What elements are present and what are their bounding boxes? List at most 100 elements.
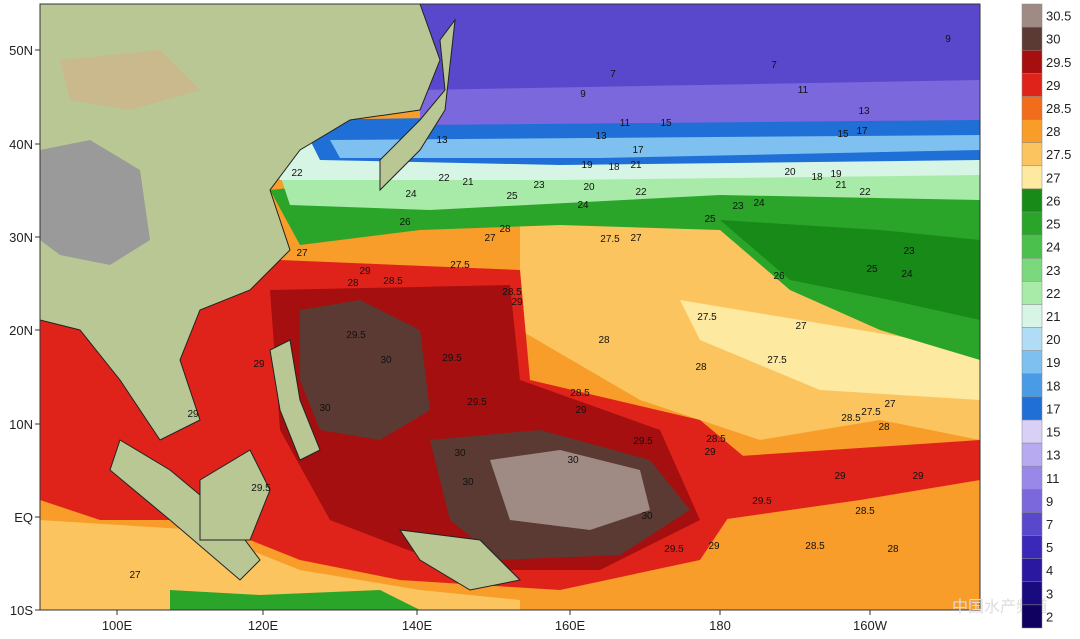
colorbar-label: 27.5	[1046, 147, 1071, 162]
colorbar-box	[1021, 211, 1043, 236]
contour-label: 28.5	[706, 434, 726, 445]
contour-label: 30	[454, 448, 466, 459]
colorbar-label: 2	[1046, 609, 1053, 624]
contour-label: 29.5	[633, 436, 653, 447]
contour-label: 27.5	[767, 355, 787, 366]
contour-label: 13	[436, 135, 448, 146]
colorbar-label: 19	[1046, 355, 1060, 370]
colorbar-label: 21	[1046, 309, 1060, 324]
contour-label: 28	[887, 544, 899, 555]
colorbar-box	[1021, 119, 1043, 143]
colorbar-label: 30.5	[1046, 9, 1071, 24]
colorbar-label: 28	[1046, 124, 1060, 139]
contour-label: 23	[732, 201, 744, 212]
contour-label: 13	[858, 106, 870, 117]
lat-label: 10N	[9, 417, 33, 432]
contour-label: 29	[359, 266, 371, 277]
lat-label: EQ	[14, 510, 33, 525]
contour-label: 21	[835, 180, 847, 191]
contour-label: 17	[632, 145, 644, 156]
contour-label: 22	[438, 173, 450, 184]
colorbar-label: 3	[1046, 586, 1053, 601]
contour-label: 29.5	[251, 483, 271, 494]
colorbar-box	[1021, 350, 1043, 375]
contour-label: 27	[296, 248, 308, 259]
contour-label: 28.5	[383, 276, 403, 287]
colorbar-box	[1021, 257, 1043, 282]
colorbar-label: 4	[1046, 563, 1053, 578]
contour-label: 29	[912, 471, 924, 482]
contour-label: 28	[347, 278, 359, 289]
contour-label: 25	[866, 264, 878, 275]
contour-label: 27.5	[861, 407, 881, 418]
contour-label: 24	[753, 198, 765, 209]
japan	[379, 18, 456, 192]
contour-label: 27	[484, 233, 496, 244]
colorbar-label: 29.5	[1046, 55, 1071, 70]
sumatra	[109, 439, 261, 581]
contour-label: 26	[399, 217, 411, 228]
colorbar-label: 7	[1046, 517, 1053, 532]
contour-label: 29	[834, 471, 846, 482]
new-guinea	[398, 529, 522, 591]
lat-label: 30N	[9, 230, 33, 245]
contour-label: 30	[462, 477, 474, 488]
contour-label: 25	[506, 191, 518, 202]
contour-label: 28	[878, 422, 890, 433]
colorbar-box	[1021, 396, 1043, 421]
contour-label: 20	[784, 167, 796, 178]
contour-label: 17	[856, 126, 868, 137]
contour-label: 11	[620, 118, 631, 129]
contour-label: 27	[795, 321, 807, 332]
colorbar-box	[1021, 304, 1043, 328]
colorbar-box	[1021, 442, 1043, 467]
contour-label: 27	[884, 399, 896, 410]
lon-label: 120E	[248, 618, 279, 633]
contour-label: 29	[708, 541, 720, 552]
contour-label: 29	[187, 409, 199, 420]
colorbar-label: 23	[1046, 263, 1060, 278]
colorbar-box	[1021, 581, 1043, 606]
lon-label: 180	[709, 618, 731, 633]
contour-label: 27.5	[600, 234, 620, 245]
contour-label: 29	[575, 405, 587, 416]
colorbar-label: 29	[1046, 78, 1060, 93]
contour-label: 26	[773, 271, 785, 282]
australia-coast	[170, 590, 420, 610]
contour-label: 19	[581, 160, 593, 171]
colorbar-box	[1021, 327, 1043, 351]
green-band	[270, 175, 980, 360]
contour-label: 9	[945, 34, 951, 45]
contour-label: 29	[511, 297, 523, 308]
plot-frame	[39, 3, 981, 611]
colorbar-label: 11	[1046, 471, 1060, 486]
lat-label: 40N	[9, 137, 33, 152]
contour-label: 28.5	[841, 413, 861, 424]
colorbar-label: 5	[1046, 540, 1053, 555]
pale-yellow	[680, 300, 980, 400]
colorbar-label: 13	[1046, 448, 1060, 463]
borneo	[199, 449, 271, 541]
contour-label: 23	[533, 180, 545, 191]
lat-label: 20N	[9, 323, 33, 338]
contour-label: 24	[901, 269, 913, 280]
contour-label: 28.5	[805, 541, 825, 552]
red-29-east	[680, 440, 980, 520]
asia-land	[40, 4, 441, 441]
colorbar-box	[1021, 373, 1043, 398]
contour-label: 25	[704, 214, 716, 225]
colorbar-box	[1021, 281, 1043, 305]
colorbar-label: 22	[1046, 286, 1060, 301]
colorbar-label: 15	[1046, 425, 1060, 440]
philippines	[269, 339, 321, 461]
contour-label: 21	[462, 177, 474, 188]
colorbar-box	[1021, 73, 1043, 97]
colorbar-box	[1021, 512, 1043, 536]
contour-label: 19	[830, 169, 842, 180]
darkgreen	[720, 220, 980, 320]
colorbar-label: 27	[1046, 170, 1060, 185]
colorbar-label: 30	[1046, 32, 1060, 47]
purple-light	[420, 80, 980, 125]
contour-label: 27	[630, 233, 642, 244]
